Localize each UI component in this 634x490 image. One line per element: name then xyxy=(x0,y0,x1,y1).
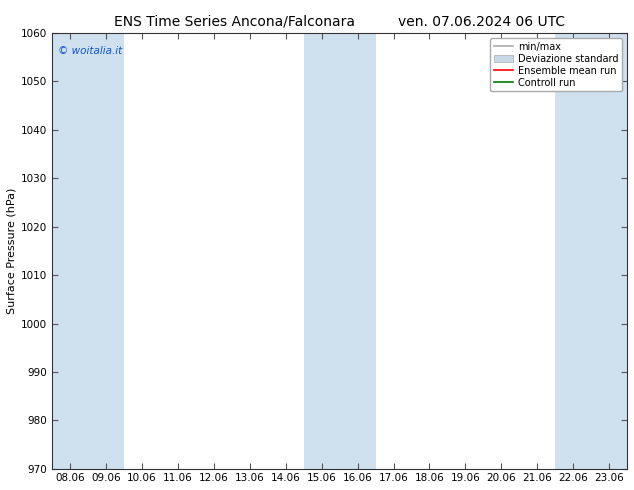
Text: ENS Time Series Ancona/Falconara: ENS Time Series Ancona/Falconara xyxy=(114,15,355,29)
Text: ven. 07.06.2024 06 UTC: ven. 07.06.2024 06 UTC xyxy=(398,15,566,29)
Bar xyxy=(52,33,124,469)
Bar xyxy=(304,33,375,469)
Bar xyxy=(555,33,627,469)
Text: © woitalia.it: © woitalia.it xyxy=(58,46,122,56)
Y-axis label: Surface Pressure (hPa): Surface Pressure (hPa) xyxy=(7,188,17,314)
Legend: min/max, Deviazione standard, Ensemble mean run, Controll run: min/max, Deviazione standard, Ensemble m… xyxy=(489,38,622,92)
